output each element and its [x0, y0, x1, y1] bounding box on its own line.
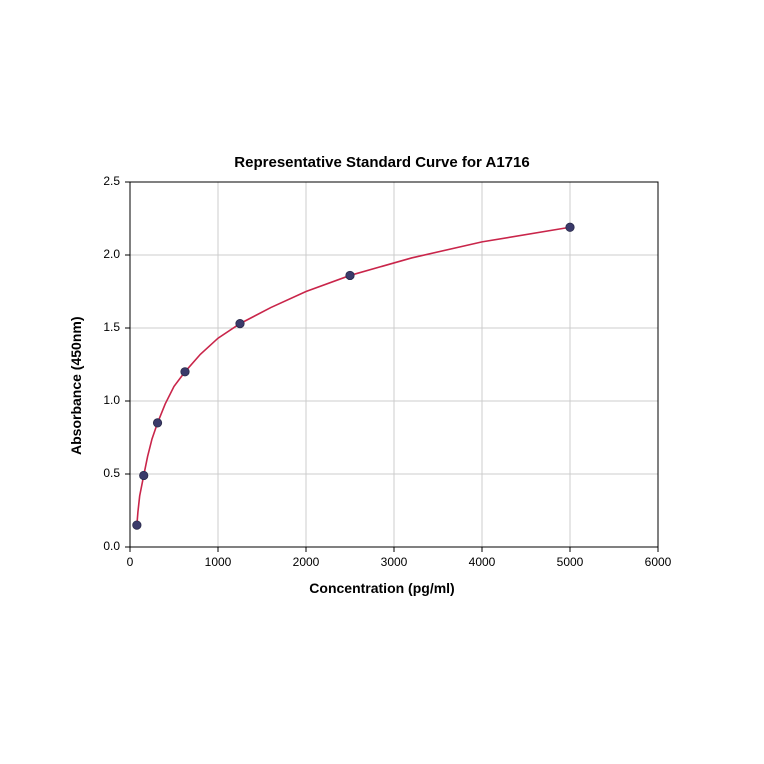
x-tick-label: 4000: [452, 555, 512, 569]
data-point-marker: [133, 521, 141, 529]
data-point-marker: [346, 271, 354, 279]
x-axis-label: Concentration (pg/ml): [0, 580, 764, 596]
x-tick-label: 1000: [188, 555, 248, 569]
data-point-marker: [566, 223, 574, 231]
x-tick-label: 6000: [628, 555, 688, 569]
data-point-marker: [153, 419, 161, 427]
y-tick-label: 0.0: [80, 539, 120, 553]
y-tick-label: 1.5: [80, 320, 120, 334]
x-tick-label: 0: [100, 555, 160, 569]
x-tick-label: 3000: [364, 555, 424, 569]
chart-container: Representative Standard Curve for A1716 …: [0, 0, 764, 764]
y-tick-label: 0.5: [80, 466, 120, 480]
x-tick-label: 2000: [276, 555, 336, 569]
y-tick-label: 2.5: [80, 174, 120, 188]
y-tick-label: 2.0: [80, 247, 120, 261]
curve-line: [137, 227, 570, 525]
x-tick-label: 5000: [540, 555, 600, 569]
data-point-marker: [181, 368, 189, 376]
y-axis-label: Absorbance (450nm): [68, 317, 84, 455]
chart-svg: [0, 0, 764, 764]
data-point-marker: [236, 319, 244, 327]
data-point-marker: [140, 471, 148, 479]
y-tick-label: 1.0: [80, 393, 120, 407]
